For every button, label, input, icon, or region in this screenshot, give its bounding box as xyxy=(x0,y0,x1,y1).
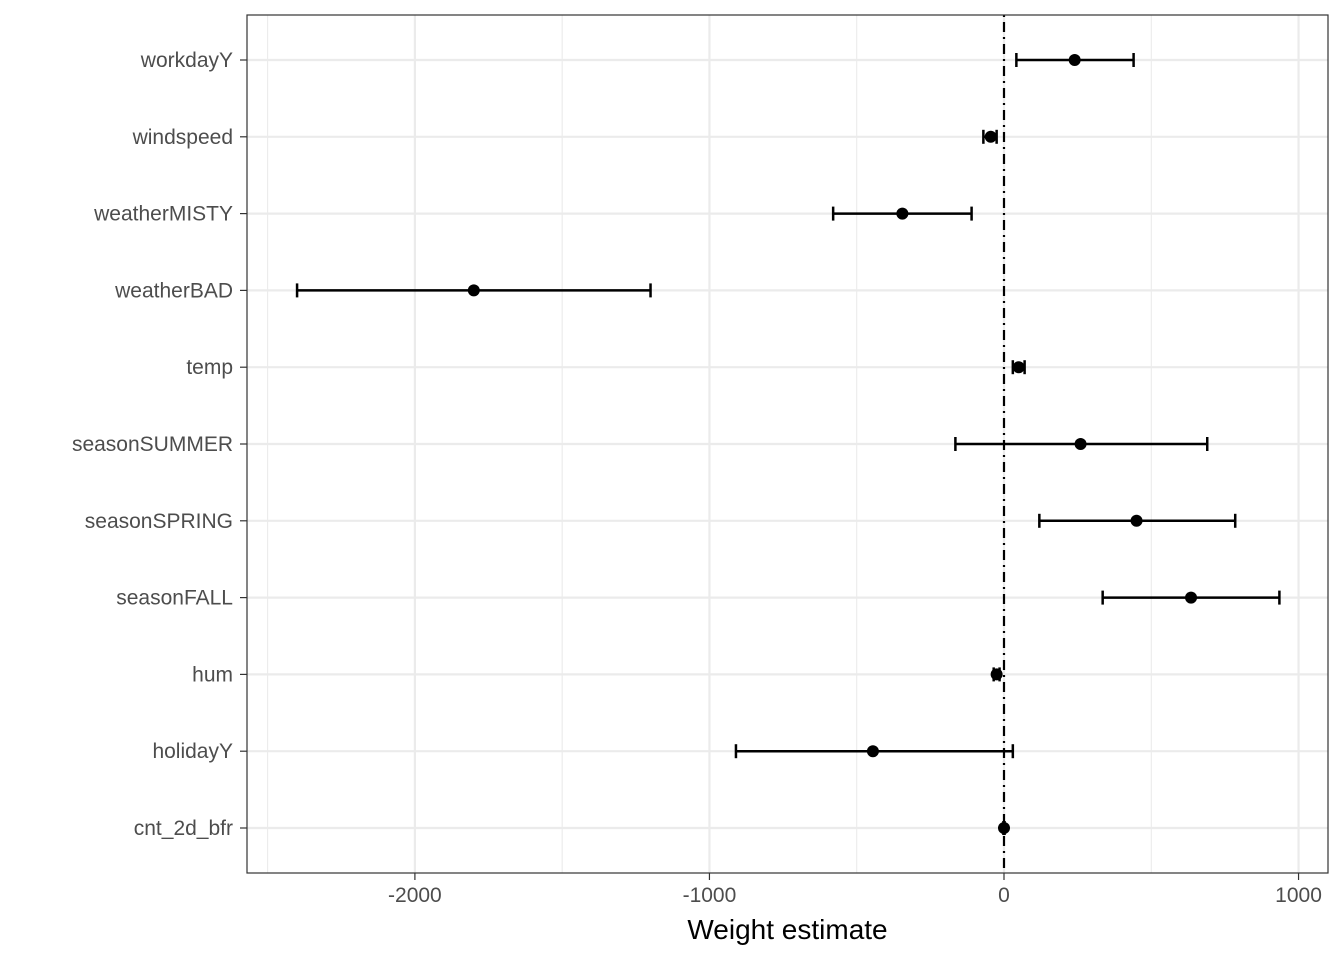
estimate-point xyxy=(896,207,909,220)
x-axis: -2000 -1000 0 1000 xyxy=(388,873,1322,907)
estimate-temp xyxy=(1011,360,1026,375)
estimate-holidayY xyxy=(734,744,1015,759)
estimate-hum xyxy=(990,667,1003,682)
estimate-workdayY xyxy=(1015,53,1135,67)
y-tick-label: workdayY xyxy=(140,49,233,72)
estimate-point xyxy=(984,130,997,143)
grid-layer xyxy=(247,15,1328,873)
estimate-seasonFALL xyxy=(1101,590,1281,605)
y-tick-label: weatherBAD xyxy=(114,279,233,302)
estimate-point xyxy=(1130,514,1143,527)
estimate-weatherMISTY xyxy=(831,206,973,221)
estimate-point xyxy=(467,284,480,297)
estimate-seasonSUMMER xyxy=(954,437,1209,451)
estimate-point xyxy=(990,668,1003,681)
x-tick-label: -1000 xyxy=(683,884,737,907)
y-tick-label: windspeed xyxy=(132,126,233,149)
estimate-weatherBAD xyxy=(295,283,652,298)
estimate-point xyxy=(1068,54,1081,66)
x-tick-label: -2000 xyxy=(388,884,442,907)
y-tick-label: hum xyxy=(192,663,233,686)
estimate-point xyxy=(997,822,1010,834)
x-tick-label: 0 xyxy=(998,884,1010,907)
estimate-cnt_2d_bfr xyxy=(997,821,1010,835)
estimate-point xyxy=(1185,591,1198,604)
y-tick-label: cnt_2d_bfr xyxy=(134,817,233,840)
y-tick-label: seasonFALL xyxy=(116,587,233,610)
estimate-point xyxy=(866,745,879,758)
marks-layer xyxy=(295,53,1281,835)
estimate-seasonSPRING xyxy=(1038,513,1237,528)
y-tick-label: seasonSUMMER xyxy=(72,433,233,456)
y-axis: workdayY windspeed weatherMISTY weatherBAD t… xyxy=(72,49,247,840)
estimate-windspeed xyxy=(982,129,998,144)
y-tick-label: holidayY xyxy=(152,740,233,763)
estimate-point xyxy=(1074,438,1087,450)
y-tick-label: weatherMISTY xyxy=(93,203,233,226)
x-tick-label: 1000 xyxy=(1275,884,1322,907)
x-axis-title: Weight estimate xyxy=(687,914,887,945)
y-tick-label: seasonSPRING xyxy=(85,510,233,533)
y-tick-label: temp xyxy=(186,356,233,379)
estimate-point xyxy=(1012,361,1025,374)
